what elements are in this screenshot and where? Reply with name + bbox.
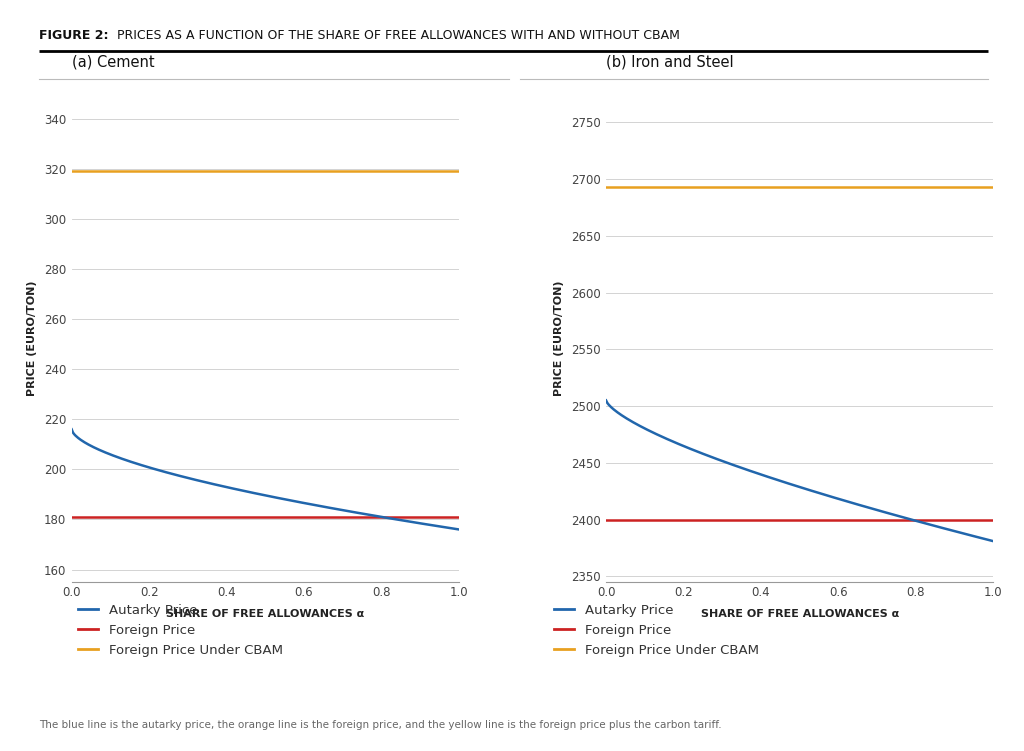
X-axis label: SHARE OF FREE ALLOWANCES α: SHARE OF FREE ALLOWANCES α xyxy=(700,609,899,619)
Y-axis label: PRICE (EURO/TON): PRICE (EURO/TON) xyxy=(27,280,37,396)
Text: PRICES AS A FUNCTION OF THE SHARE OF FREE ALLOWANCES WITH AND WITHOUT CBAM: PRICES AS A FUNCTION OF THE SHARE OF FRE… xyxy=(113,29,680,41)
Y-axis label: PRICE (EURO/TON): PRICE (EURO/TON) xyxy=(554,280,564,396)
Legend: Autarky Price, Foreign Price, Foreign Price Under CBAM: Autarky Price, Foreign Price, Foreign Pr… xyxy=(78,604,283,657)
Text: The blue line is the autarky price, the orange line is the foreign price, and th: The blue line is the autarky price, the … xyxy=(39,720,722,730)
Text: FIGURE 2:: FIGURE 2: xyxy=(39,29,109,41)
Legend: Autarky Price, Foreign Price, Foreign Price Under CBAM: Autarky Price, Foreign Price, Foreign Pr… xyxy=(554,604,759,657)
Text: (b) Iron and Steel: (b) Iron and Steel xyxy=(606,54,733,69)
X-axis label: SHARE OF FREE ALLOWANCES α: SHARE OF FREE ALLOWANCES α xyxy=(166,609,365,619)
Text: (a) Cement: (a) Cement xyxy=(72,54,155,69)
